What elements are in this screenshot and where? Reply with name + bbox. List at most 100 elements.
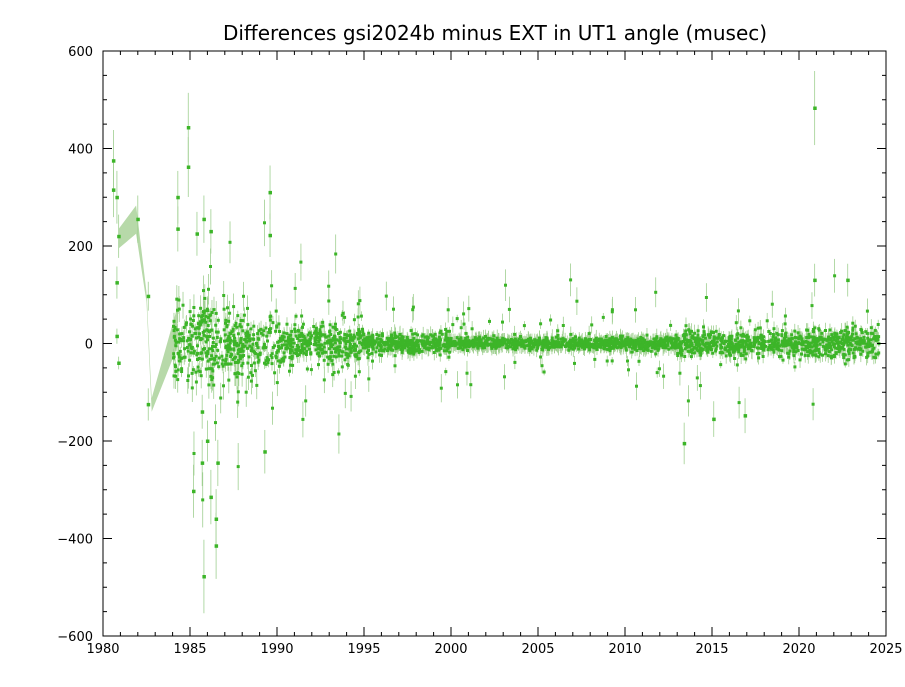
data-point	[244, 331, 248, 335]
data-point	[368, 341, 372, 345]
data-point	[502, 337, 506, 341]
data-point	[478, 339, 482, 343]
data-point	[423, 346, 427, 350]
data-point	[200, 337, 204, 341]
data-point	[620, 338, 624, 342]
data-point	[398, 340, 401, 344]
data-point	[446, 342, 449, 346]
data-point	[241, 319, 245, 323]
chart-title: Differences gsi2024b minus EXT in UT1 an…	[223, 21, 767, 45]
data-point	[270, 362, 274, 366]
data-point	[179, 356, 183, 360]
data-point	[365, 343, 369, 347]
data-point	[214, 421, 217, 425]
data-point	[536, 342, 540, 346]
data-point	[374, 350, 378, 354]
data-point	[391, 348, 395, 352]
data-point	[632, 344, 636, 348]
data-point	[328, 329, 332, 333]
data-point	[393, 333, 397, 337]
data-point	[207, 287, 210, 291]
data-point	[296, 337, 300, 340]
data-point	[356, 315, 360, 319]
data-point	[440, 332, 444, 336]
data-point	[704, 296, 708, 299]
data-point	[306, 333, 310, 337]
data-point	[308, 331, 311, 335]
data-point	[513, 337, 517, 341]
data-point	[250, 364, 253, 367]
data-point	[610, 308, 614, 312]
data-point	[464, 331, 468, 335]
data-point	[283, 339, 287, 343]
data-point	[556, 329, 560, 333]
data-point	[539, 355, 543, 359]
data-point	[520, 338, 524, 342]
data-point	[567, 345, 571, 349]
data-point	[330, 345, 334, 349]
data-point	[657, 340, 661, 344]
data-point	[605, 342, 609, 346]
data-point	[210, 378, 214, 382]
data-point	[464, 345, 468, 349]
data-point	[346, 362, 350, 366]
data-point	[233, 361, 237, 364]
data-point	[401, 336, 405, 340]
data-point	[455, 317, 459, 321]
data-point	[269, 314, 273, 318]
data-point	[238, 347, 242, 351]
data-point	[233, 336, 236, 340]
data-point	[501, 320, 504, 324]
data-point	[467, 345, 471, 349]
data-point	[569, 332, 573, 336]
data-point	[279, 360, 283, 364]
data-point	[256, 346, 260, 350]
data-point	[241, 349, 245, 353]
data-point	[380, 349, 384, 352]
data-point	[482, 336, 486, 340]
data-point	[593, 339, 597, 342]
data-point	[650, 346, 654, 350]
data-point	[323, 341, 327, 345]
data-point	[556, 343, 560, 347]
data-point	[229, 352, 233, 356]
data-point	[689, 355, 693, 359]
data-point	[577, 347, 581, 351]
data-point	[214, 343, 218, 346]
data-point	[464, 337, 468, 340]
data-point	[300, 344, 304, 348]
data-point	[349, 336, 353, 340]
data-point	[275, 351, 279, 355]
data-point	[224, 321, 227, 325]
data-point	[392, 307, 395, 311]
data-point	[663, 342, 666, 346]
data-point	[291, 338, 295, 342]
data-point	[211, 362, 215, 366]
data-point	[530, 347, 534, 351]
data-point	[262, 329, 266, 333]
data-point	[569, 278, 573, 282]
data-point	[293, 330, 297, 333]
data-point	[294, 352, 298, 356]
data-point	[638, 339, 642, 343]
data-point	[432, 334, 436, 338]
data-point	[555, 335, 558, 339]
data-point	[299, 260, 303, 264]
data-point	[187, 374, 190, 378]
data-point	[357, 330, 361, 334]
data-point	[423, 344, 427, 348]
data-point	[214, 323, 218, 327]
data-point	[207, 347, 211, 351]
data-point	[208, 319, 212, 323]
data-point	[659, 337, 663, 341]
data-point	[411, 308, 415, 312]
data-point	[573, 346, 577, 350]
data-point	[189, 317, 193, 321]
data-point	[215, 336, 219, 339]
data-point	[465, 343, 469, 347]
data-point	[470, 327, 474, 331]
data-point	[429, 346, 433, 350]
data-point	[330, 351, 333, 355]
data-point	[633, 342, 637, 346]
data-point	[309, 335, 313, 339]
